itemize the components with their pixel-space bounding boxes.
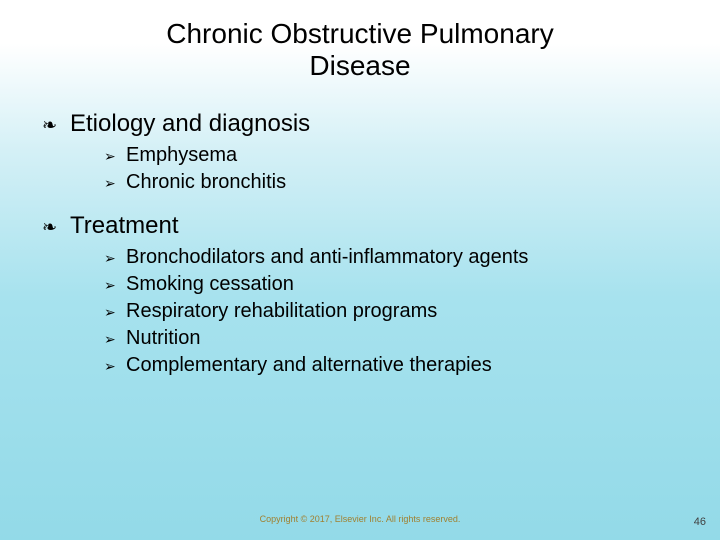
section-items: ➢ Bronchodilators and anti-inflammatory … <box>42 246 720 377</box>
list-item: ➢ Chronic bronchitis <box>104 171 720 194</box>
list-item: ➢ Respiratory rehabilitation programs <box>104 300 720 323</box>
bullet-l2-icon: ➢ <box>104 331 126 348</box>
section-heading: ❧ Etiology and diagnosis <box>42 110 720 138</box>
list-item: ➢ Smoking cessation <box>104 273 720 296</box>
list-item: ➢ Emphysema <box>104 144 720 167</box>
section-heading-text: Etiology and diagnosis <box>70 110 310 138</box>
title-line-2: Disease <box>309 50 410 81</box>
list-item-text: Nutrition <box>126 327 200 350</box>
section-heading: ❧ Treatment <box>42 212 720 240</box>
section-items: ➢ Emphysema ➢ Chronic bronchitis <box>42 144 720 194</box>
list-item-text: Emphysema <box>126 144 237 167</box>
list-item: ➢ Complementary and alternative therapie… <box>104 354 720 377</box>
list-item-text: Complementary and alternative therapies <box>126 354 492 377</box>
bullet-l2-icon: ➢ <box>104 358 126 375</box>
bullet-l2-icon: ➢ <box>104 304 126 321</box>
bullet-l1-icon: ❧ <box>42 217 70 238</box>
list-item-text: Chronic bronchitis <box>126 171 286 194</box>
bullet-l2-icon: ➢ <box>104 148 126 165</box>
section-heading-text: Treatment <box>70 212 178 240</box>
copyright-footer: Copyright © 2017, Elsevier Inc. All righ… <box>0 514 720 524</box>
slide-content: ❧ Etiology and diagnosis ➢ Emphysema ➢ C… <box>0 82 720 377</box>
list-item-text: Bronchodilators and anti-inflammatory ag… <box>126 246 528 269</box>
page-number: 46 <box>694 516 706 528</box>
list-item: ➢ Nutrition <box>104 327 720 350</box>
list-item-text: Smoking cessation <box>126 273 294 296</box>
bullet-l1-icon: ❧ <box>42 115 70 136</box>
bullet-l2-icon: ➢ <box>104 277 126 294</box>
list-item: ➢ Bronchodilators and anti-inflammatory … <box>104 246 720 269</box>
bullet-l2-icon: ➢ <box>104 250 126 267</box>
bullet-l2-icon: ➢ <box>104 175 126 192</box>
slide-title: Chronic Obstructive Pulmonary Disease <box>0 0 720 82</box>
list-item-text: Respiratory rehabilitation programs <box>126 300 437 323</box>
title-line-1: Chronic Obstructive Pulmonary <box>166 18 553 49</box>
